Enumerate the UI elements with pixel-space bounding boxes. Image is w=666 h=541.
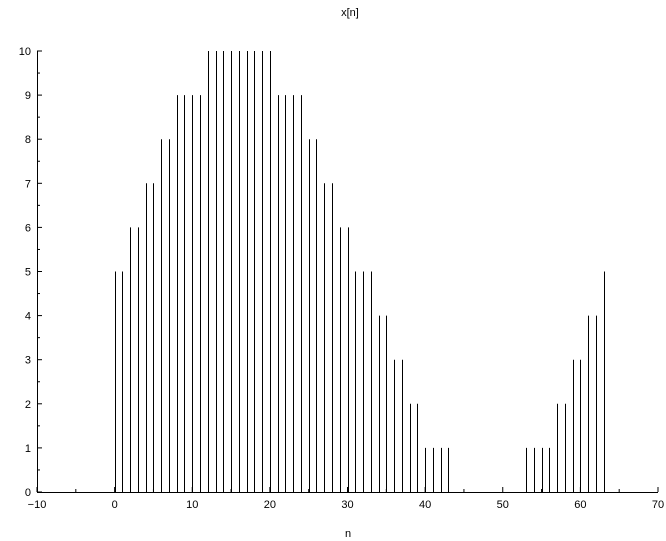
y-tick-label: 3 [25,355,31,367]
x-tick-label: 60 [574,499,586,511]
x-tick-label: −10 [28,499,47,511]
chart-title: x[n] [341,7,359,19]
y-tick-label: 8 [25,134,31,146]
x-axis-label: n [345,528,351,540]
x-tick-label: 30 [341,499,353,511]
x-tick-label: 70 [652,499,664,511]
stems [115,51,605,492]
y-tick-label: 6 [25,222,31,234]
x-tick-label: 50 [497,499,509,511]
x-tick-label: 10 [186,499,198,511]
y-tick-label: 0 [25,487,31,499]
y-tick-label: 5 [25,267,31,279]
y-tick-label: 1 [25,443,31,455]
x-tick-label: 0 [112,499,118,511]
y-tick-label: 10 [19,46,31,58]
x-tick-label: 20 [264,499,276,511]
y-tick-label: 4 [25,311,31,323]
y-tick-label: 9 [25,90,31,102]
x-tick-label: 40 [419,499,431,511]
y-tick-label: 7 [25,178,31,190]
y-tick-label: 2 [25,399,31,411]
